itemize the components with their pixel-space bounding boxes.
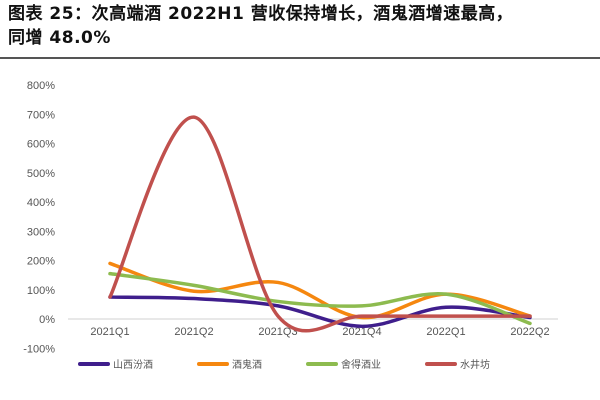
y-tick-label: 100% xyxy=(27,285,55,297)
title-line-1: 图表 25：次高端酒 2022H1 营收保持增长，酒鬼酒增速最高， xyxy=(8,4,514,24)
y-axis-ticks: 800% 700% 600% 500% 400% 300% 200% 100% 0% -100% xyxy=(23,80,55,355)
legend-item: 酒鬼酒 xyxy=(197,356,262,371)
series-lines xyxy=(108,115,532,333)
y-tick-label: 500% xyxy=(27,168,55,180)
legend-item: 山西汾酒 xyxy=(78,356,153,371)
title-line-2: 同增 48.0% xyxy=(8,28,111,48)
y-tick-label: 300% xyxy=(27,226,55,238)
x-tick-label: 2021Q4 xyxy=(342,326,381,338)
legend-swatch xyxy=(425,361,457,366)
chart-legend: 山西汾酒 酒鬼酒 舍得酒业 水井坊 xyxy=(78,356,534,371)
title-divider xyxy=(0,57,600,59)
x-tick-label: 2022Q1 xyxy=(426,326,465,338)
legend-label: 山西汾酒 xyxy=(113,360,153,371)
x-tick-label: 2022Q2 xyxy=(510,326,549,338)
legend-item: 舍得酒业 xyxy=(306,356,381,371)
x-tick-label: 2021Q2 xyxy=(174,326,213,338)
y-tick-label: 200% xyxy=(27,256,55,268)
series-line xyxy=(108,115,532,333)
y-tick-label: 800% xyxy=(27,80,55,92)
y-tick-label: -100% xyxy=(23,343,55,355)
chart-title: 图表 25：次高端酒 2022H1 营收保持增长，酒鬼酒增速最高， 同增 48.… xyxy=(8,2,598,50)
legend-swatch xyxy=(197,361,229,366)
legend-item: 水井坊 xyxy=(425,356,490,371)
legend-label: 水井坊 xyxy=(460,360,490,371)
y-tick-label: 0% xyxy=(39,314,55,326)
y-tick-label: 400% xyxy=(27,197,55,209)
y-tick-label: 700% xyxy=(27,109,55,121)
legend-label: 舍得酒业 xyxy=(341,360,381,371)
series-line xyxy=(108,271,532,326)
x-tick-label: 2021Q3 xyxy=(258,326,297,338)
legend-swatch xyxy=(306,361,338,366)
legend-swatch xyxy=(78,361,110,366)
legend-label: 酒鬼酒 xyxy=(232,360,262,371)
x-axis-ticks: 2021Q1 2021Q2 2021Q3 2021Q4 2022Q1 2022Q2 xyxy=(90,326,549,338)
y-tick-label: 600% xyxy=(27,139,55,151)
series-line xyxy=(108,295,532,329)
x-tick-label: 2021Q1 xyxy=(90,326,129,338)
